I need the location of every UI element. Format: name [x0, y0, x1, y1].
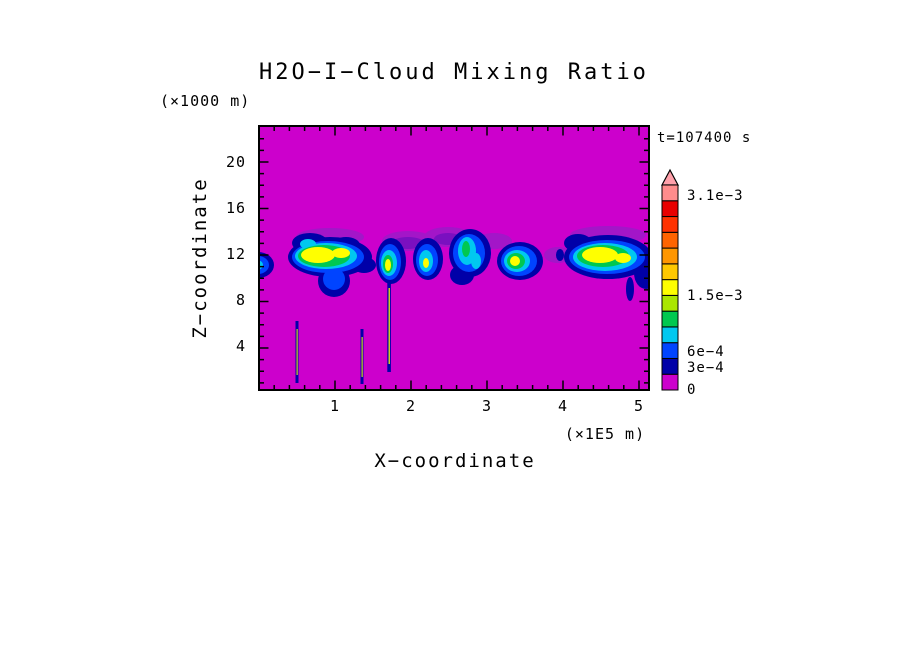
x-tick-label-5: 5 — [633, 397, 645, 415]
y-tick-label-16: 16 — [225, 199, 246, 217]
axis-ticks — [259, 126, 649, 390]
x-tick-label-3: 3 — [481, 397, 493, 415]
y-tick-label-4: 4 — [235, 337, 246, 355]
colorbar-label: 3e−4 — [687, 360, 725, 376]
x-axis-label: X−coordinate — [374, 450, 536, 472]
colorbar-arrow-icon — [661, 168, 679, 186]
colorbar-label: 6e−4 — [687, 344, 725, 360]
plot-border — [258, 125, 650, 391]
heatmap-svg — [258, 125, 650, 391]
plot-area — [258, 125, 650, 391]
time-label: t=107400 s — [657, 130, 752, 146]
colorbar-label: 3.1e−3 — [687, 188, 744, 204]
x-tick-label-2: 2 — [405, 397, 417, 415]
x-tick-label-1: 1 — [329, 397, 341, 415]
colorbar: 3.1e−3 1.5e−3 6e−4 3e−4 0 — [661, 168, 781, 400]
y-tick-label-12: 12 — [225, 245, 246, 263]
cloud-field — [258, 226, 650, 384]
x-axis-unit: (×1E5 m) — [564, 425, 646, 443]
y-tick-label-8: 8 — [235, 291, 246, 309]
colorbar-label: 0 — [687, 382, 697, 398]
z-axis-unit: (×1000 m) — [160, 92, 251, 110]
x-tick-label-4: 4 — [557, 397, 569, 415]
colorbar-label: 1.5e−3 — [687, 288, 744, 304]
colorbar-segments — [661, 184, 679, 391]
y-tick-label-20: 20 — [225, 153, 246, 171]
plot-title: H2O−I−Cloud Mixing Ratio — [259, 60, 649, 85]
